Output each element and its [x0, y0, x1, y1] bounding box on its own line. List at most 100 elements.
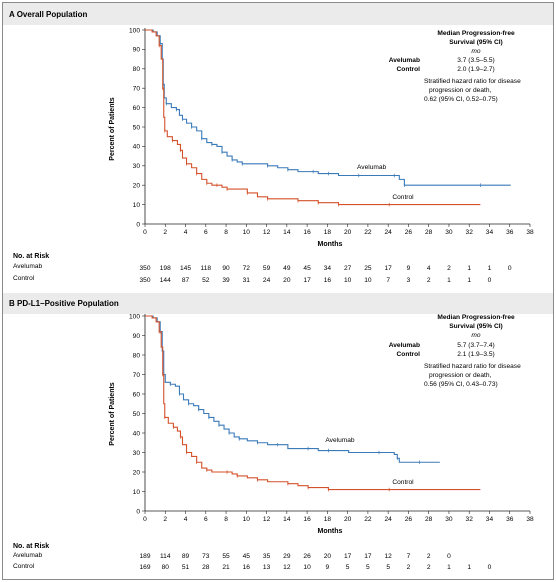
panel-a-risk-avelumab-count: 145 [180, 265, 191, 272]
panel-b-risk-avelumab-count: 35 [263, 553, 271, 560]
panel-b-x-tick-label: 24 [384, 516, 392, 523]
panel-b-risk-avelumab-count: 29 [283, 553, 291, 560]
panel-a-risk-control-count: 144 [160, 277, 171, 284]
panel-b-x-tick-label: 2 [163, 516, 167, 523]
panel-b-median-unit: mo [471, 332, 480, 339]
panel-b-risk-avelumab-count: 17 [364, 553, 372, 560]
panel-a-risk-control-count: 20 [283, 277, 291, 284]
panel-b-x-tick-label: 14 [283, 516, 291, 523]
panel-b-y-tick-label: 0 [136, 508, 140, 515]
panel-a-risk-control-count: 3 [407, 277, 411, 284]
panel-b-median-box: Median Progression-free Survival (95% CI… [389, 314, 521, 388]
panel-a-risk-control-count: 0 [488, 277, 492, 284]
panel-a-x-tick-label: 4 [184, 229, 188, 236]
panel-a-hr-line-3: 0.62 (95% CI, 0.52–0.75) [424, 96, 498, 103]
panel-a-x-tick-label: 2 [163, 229, 167, 236]
panel-a-risk-avelumab-count: 90 [222, 265, 230, 272]
panel-b-risk-avelumab-count: 0 [447, 553, 451, 560]
panel-a-risk-control-count: 350 [139, 277, 150, 284]
panel-a-risk-avelumab-count: 45 [303, 265, 311, 272]
panel-b-median-header-2: Survival (95% CI) [449, 323, 503, 330]
panel-a-x-tick-label: 6 [204, 229, 208, 236]
panel-a-risk-avelumab-count: 9 [407, 265, 411, 272]
panel-a-median-header-1: Median Progression-free [437, 30, 515, 37]
panel-b-risk-control-count: 0 [488, 564, 492, 571]
panel-b-risk-avelumab-count: 55 [222, 553, 230, 560]
panel-b-x-tick-label: 4 [184, 516, 188, 523]
panel-b-risk-avelumab-count: 89 [182, 553, 190, 560]
panel-a-curves [145, 29, 511, 207]
panel-a-risk-control-count: 39 [222, 277, 230, 284]
panel-b-y-tick-label: 90 [133, 333, 141, 340]
panel-b-risk-avelumab-count: 7 [407, 553, 411, 560]
panel-a-x-tick-label: 30 [445, 229, 453, 236]
panel-a-x-tick-label: 12 [263, 229, 271, 236]
panel-b-risk-avelumab-count: 12 [384, 553, 392, 560]
panel-b-y-tick-label: 70 [133, 372, 141, 379]
panel-a-risk-control-count: 16 [324, 277, 332, 284]
panel-a-risk-avelumab-count: 25 [364, 265, 372, 272]
panel-b-ylabel-group: Percent of Patients [109, 382, 116, 446]
panel-b-risk-control-count: 5 [346, 564, 350, 571]
panel-b-x-tick-label: 16 [303, 516, 311, 523]
panel-b-risk-title: No. at Risk [13, 543, 49, 550]
panel-b-x-tick-label: 30 [445, 516, 453, 523]
panel-a-risk-table: No. at Risk Avelumab Control 350 198 145 11… [13, 253, 512, 284]
panel-a-y-tick-label: 0 [136, 221, 140, 228]
panel-a-risk-avelumab-count: 72 [243, 265, 251, 272]
panel-b-median-avelumab-value: 5.7 (3.7–7.4) [457, 342, 494, 349]
panel-a-title-band [3, 3, 553, 25]
panel-a-risk-avelumab-count: 4 [427, 265, 431, 272]
panel-a-x-tick-label: 16 [303, 229, 311, 236]
panel-a-y-tick-label: 30 [133, 163, 141, 170]
panel-a-risk-avelumab-count: 1 [467, 265, 471, 272]
panel-b-risk-control-count: 2 [407, 564, 411, 571]
panel-b-control-curve-label: Control [392, 479, 414, 486]
panel-a-median-avelumab-value: 3.7 (3.5–5.5) [457, 57, 494, 64]
panel-a-y-tick-label: 10 [133, 202, 141, 209]
panel-a-risk-control-count: 17 [303, 277, 311, 284]
panel-b-risk-avelumab-count: 73 [202, 553, 210, 560]
panel-b-x-tick-label: 38 [526, 516, 534, 523]
panel-b-curves [145, 315, 481, 492]
panel-b-risk-control-count: 1 [467, 564, 471, 571]
panel-a-risk-control-count: 31 [243, 277, 251, 284]
panel-a-risk-avelumab-count: 17 [384, 265, 392, 272]
panel-b-x-tick-label: 18 [324, 516, 332, 523]
panel-b-risk-avelumab-label: Avelumab [13, 552, 43, 559]
panel-a-x-tick-label: 20 [344, 229, 352, 236]
panel-b-y-tick-label: 80 [133, 352, 141, 359]
panel-a-risk-title: No. at Risk [13, 253, 49, 260]
panel-a-y-tick-label: 20 [133, 183, 141, 190]
panel-a-risk-control-count: 87 [182, 277, 190, 284]
panel-b: B PD-L1–Positive Population Percent of P… [3, 293, 553, 571]
panel-a-risk-avelumab-count: 350 [139, 265, 150, 272]
panel-a-risk-control-count: 2 [427, 277, 431, 284]
panel-b-y-axis-title: Percent of Patients [109, 382, 116, 446]
panel-a-risk-control-count: 1 [447, 277, 451, 284]
panel-a-risk-avelumab-count: 49 [283, 265, 291, 272]
panel-b-y-tick-label: 40 [133, 430, 141, 437]
panel-a-x-tick-label: 14 [283, 229, 291, 236]
panel-b-x-tick-label: 8 [224, 516, 228, 523]
panel-a-risk-avelumab-count: 34 [324, 265, 332, 272]
panel-b-risk-control-label: Control [13, 563, 35, 570]
panel-b-y-tick-label: 50 [133, 411, 141, 418]
panel-b-hr-line-2: progression or death, [429, 372, 491, 379]
panel-a-avelumab-curve-label: Avelumab [357, 164, 387, 171]
panel-b-x-tick-label: 20 [344, 516, 352, 523]
panel-b-risk-avelumab-count: 45 [243, 553, 251, 560]
panel-b-risk-control-count: 169 [139, 564, 150, 571]
panel-b-risk-control-count: 16 [243, 564, 251, 571]
panel-a-risk-avelumab-count: 198 [160, 265, 171, 272]
panel-a-risk-control-count: 52 [202, 277, 210, 284]
panel-a-y-tick-label: 100 [129, 27, 140, 34]
panel-a-control-curve-label: Control [392, 194, 414, 201]
panel-a-x-tick-label: 34 [486, 229, 494, 236]
panel-a-y-tick-label: 90 [133, 47, 141, 54]
panel-a-median-control-label: Control [397, 66, 421, 73]
panel-b-x-tick-label: 10 [243, 516, 251, 523]
